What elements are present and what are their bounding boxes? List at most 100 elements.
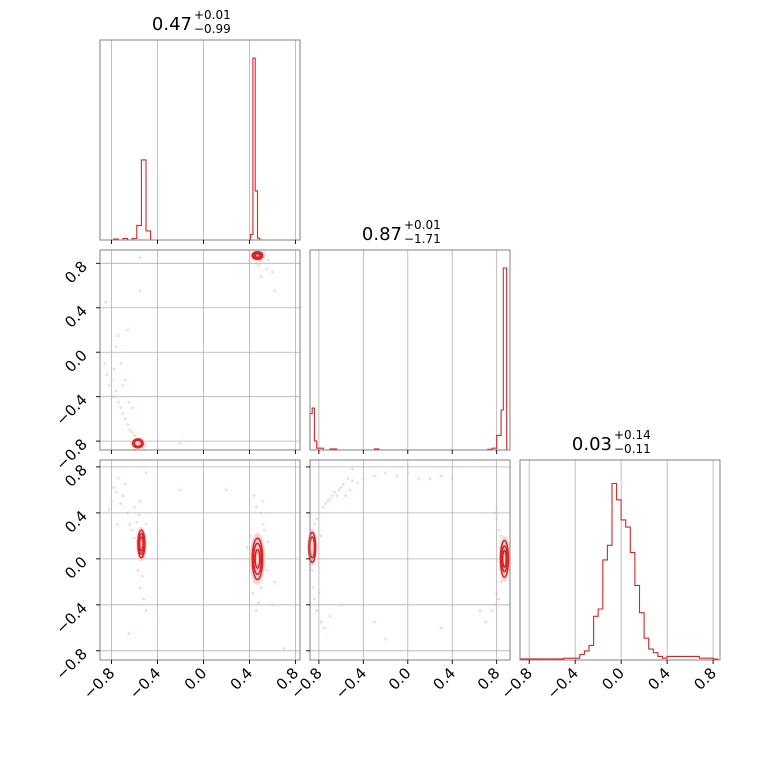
sample-point bbox=[495, 505, 498, 509]
sample-point bbox=[138, 289, 142, 293]
sample-point bbox=[497, 528, 501, 532]
panel-frame bbox=[309, 249, 511, 451]
density-contour bbox=[133, 439, 143, 448]
sample-point bbox=[105, 373, 109, 376]
sample-point bbox=[136, 569, 140, 572]
sample-point bbox=[350, 467, 354, 471]
sample-point bbox=[330, 494, 334, 497]
sample-point bbox=[335, 494, 338, 497]
panel-title-value: 0.87 bbox=[362, 224, 402, 245]
sample-point bbox=[117, 477, 120, 480]
sample-point bbox=[115, 523, 119, 526]
sample-point bbox=[121, 494, 125, 497]
panel-frame bbox=[99, 39, 301, 241]
sample-point bbox=[328, 615, 332, 618]
sample-point bbox=[273, 289, 277, 293]
panel-title-lower-error: −0.11 bbox=[614, 442, 651, 456]
y-tick-label: 0.0 bbox=[61, 553, 91, 583]
sample-point bbox=[337, 488, 341, 492]
sample-point bbox=[107, 508, 111, 511]
sample-point bbox=[130, 528, 134, 532]
sample-point bbox=[346, 477, 350, 480]
sample-point bbox=[348, 488, 352, 492]
sample-point bbox=[384, 638, 387, 641]
y-tick-label: −0.4 bbox=[52, 599, 90, 637]
x-tick-label: 0.0 bbox=[385, 664, 415, 694]
sample-point bbox=[319, 534, 323, 538]
sample-point bbox=[110, 500, 113, 503]
sample-point bbox=[119, 502, 122, 505]
panel-title-lower-error: −1.71 bbox=[404, 232, 441, 246]
density-contour bbox=[499, 539, 510, 579]
sample-point bbox=[493, 603, 496, 607]
density-contour bbox=[251, 537, 264, 581]
sample-point bbox=[439, 626, 443, 630]
density-contour bbox=[131, 438, 144, 449]
sample-point bbox=[179, 442, 182, 445]
density-contour bbox=[138, 536, 144, 552]
sample-point bbox=[344, 494, 347, 497]
sample-point bbox=[112, 367, 116, 371]
sample-point bbox=[255, 262, 258, 265]
y-tick-label: 0.8 bbox=[61, 257, 91, 287]
sample-point bbox=[138, 256, 142, 260]
x-tick-label: −0.4 bbox=[126, 664, 164, 702]
sample-point bbox=[121, 384, 125, 387]
panel-title-upper-error: +0.01 bbox=[404, 218, 441, 232]
sample-point bbox=[342, 482, 345, 486]
sample-point bbox=[271, 603, 274, 607]
sample-point bbox=[123, 482, 127, 486]
histogram-1-steps bbox=[113, 57, 265, 241]
sample-point bbox=[350, 479, 354, 482]
panel-frame bbox=[99, 459, 301, 661]
sample-point bbox=[259, 259, 263, 263]
sample-point bbox=[137, 513, 141, 517]
sample-point bbox=[133, 536, 136, 540]
sample-point bbox=[478, 609, 482, 612]
sample-point bbox=[362, 477, 365, 480]
panel-frame bbox=[99, 249, 301, 451]
sample-point bbox=[261, 523, 265, 526]
sample-point bbox=[225, 488, 228, 492]
sample-point bbox=[257, 264, 260, 267]
sample-point bbox=[144, 523, 148, 526]
sample-point bbox=[142, 597, 145, 601]
sample-point bbox=[248, 258, 251, 262]
sample-point bbox=[499, 580, 503, 584]
density-contour bbox=[252, 542, 263, 576]
x-tick-label: 0.0 bbox=[181, 664, 211, 694]
sample-point bbox=[104, 300, 108, 304]
sample-point bbox=[249, 534, 252, 538]
sample-point bbox=[245, 546, 249, 549]
sample-point bbox=[495, 517, 498, 520]
sample-point bbox=[266, 258, 270, 262]
sample-point bbox=[259, 511, 263, 515]
panel-frame bbox=[309, 459, 511, 661]
y-tick-label: −0.4 bbox=[52, 391, 90, 429]
x-tick-label: 0.8 bbox=[690, 664, 720, 694]
sample-point bbox=[128, 523, 132, 526]
sample-point bbox=[313, 597, 316, 601]
x-tick-label: −0.4 bbox=[544, 664, 582, 702]
sample-point bbox=[339, 603, 343, 607]
sample-point bbox=[322, 505, 325, 509]
histogram-3-steps bbox=[519, 482, 719, 660]
panel-title-upper-error: +0.14 bbox=[614, 428, 651, 442]
sample-point bbox=[384, 471, 387, 474]
sample-point bbox=[103, 362, 106, 365]
sample-point bbox=[323, 626, 326, 630]
sample-point bbox=[127, 632, 131, 635]
sample-point bbox=[112, 486, 116, 489]
panel-title-value: 0.47 bbox=[152, 14, 192, 35]
sample-point bbox=[266, 540, 270, 543]
sample-point bbox=[339, 486, 343, 489]
density-contour bbox=[137, 532, 145, 556]
sample-point bbox=[133, 434, 136, 437]
sample-point bbox=[121, 412, 125, 415]
sample-point bbox=[484, 620, 487, 624]
sample-point bbox=[265, 569, 268, 572]
sample-point bbox=[315, 517, 318, 520]
y-tick-label: 0.0 bbox=[61, 346, 91, 376]
sample-point bbox=[123, 378, 127, 382]
sample-point bbox=[110, 350, 113, 354]
